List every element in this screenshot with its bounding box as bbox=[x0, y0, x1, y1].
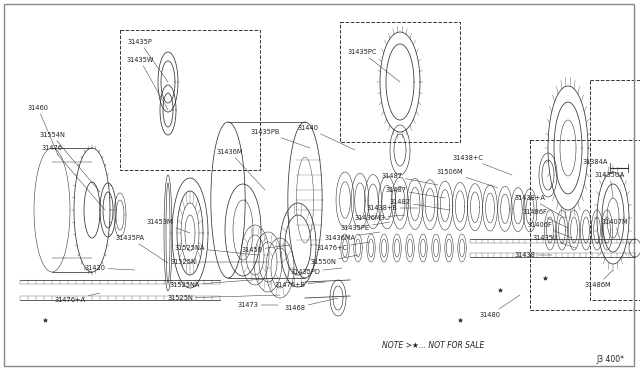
Bar bbox=[120, 30, 260, 170]
Text: 31435UA: 31435UA bbox=[595, 172, 625, 198]
Text: 31436M3: 31436M3 bbox=[355, 215, 405, 221]
Text: 31435W: 31435W bbox=[126, 57, 168, 110]
Text: 31435PE: 31435PE bbox=[340, 222, 390, 231]
Text: 31506M: 31506M bbox=[436, 169, 498, 188]
Text: 31473: 31473 bbox=[237, 302, 278, 308]
Text: 31476: 31476 bbox=[42, 145, 105, 210]
Text: 31487: 31487 bbox=[390, 199, 450, 210]
Text: 31420: 31420 bbox=[84, 265, 135, 271]
Text: 31453M: 31453M bbox=[147, 219, 190, 233]
Text: 31438+A: 31438+A bbox=[515, 195, 565, 218]
Text: 31438+C: 31438+C bbox=[452, 155, 512, 175]
Text: 31438+B: 31438+B bbox=[367, 205, 418, 211]
Text: 31554N: 31554N bbox=[39, 132, 100, 192]
Text: 31487: 31487 bbox=[385, 187, 445, 198]
Text: 31438: 31438 bbox=[515, 252, 552, 258]
Text: 31480: 31480 bbox=[479, 295, 520, 318]
Text: 31440: 31440 bbox=[298, 125, 355, 150]
Text: 31460: 31460 bbox=[28, 105, 58, 155]
Text: 31525NA: 31525NA bbox=[170, 278, 278, 288]
Text: 31436MA: 31436MA bbox=[324, 232, 380, 241]
Text: J3 400*: J3 400* bbox=[596, 356, 624, 365]
Text: 31435PD: 31435PD bbox=[290, 268, 342, 275]
Text: 31525NA: 31525NA bbox=[175, 245, 258, 255]
Text: NOTE >★... NOT FOR SALE: NOTE >★... NOT FOR SALE bbox=[382, 340, 484, 350]
Text: 31468: 31468 bbox=[285, 298, 338, 311]
Text: 31435U: 31435U bbox=[532, 235, 576, 248]
Text: 31487: 31487 bbox=[381, 173, 438, 185]
Text: 31435PC: 31435PC bbox=[348, 49, 400, 82]
Text: 31406F: 31406F bbox=[527, 222, 572, 238]
Text: 31436M: 31436M bbox=[217, 149, 265, 190]
Text: 31550N: 31550N bbox=[310, 255, 358, 265]
Text: 31486F: 31486F bbox=[523, 209, 568, 228]
Text: 31486M: 31486M bbox=[585, 270, 613, 288]
Text: 31435P: 31435P bbox=[127, 39, 168, 82]
Text: 31435PB: 31435PB bbox=[250, 129, 310, 148]
Bar bbox=[340, 22, 460, 142]
Text: 31407M: 31407M bbox=[602, 219, 628, 240]
Text: 31476+C: 31476+C bbox=[316, 242, 370, 251]
Text: 31435PA: 31435PA bbox=[115, 235, 168, 263]
Text: 31525N: 31525N bbox=[167, 295, 280, 301]
Bar bbox=[590, 80, 640, 300]
Text: 31384A: 31384A bbox=[582, 159, 610, 168]
Text: 31450: 31450 bbox=[241, 245, 290, 253]
Text: 31525N: 31525N bbox=[170, 259, 268, 265]
Text: 31476+A: 31476+A bbox=[54, 293, 100, 303]
Bar bbox=[530, 140, 640, 310]
Text: 31476+B: 31476+B bbox=[275, 282, 325, 288]
